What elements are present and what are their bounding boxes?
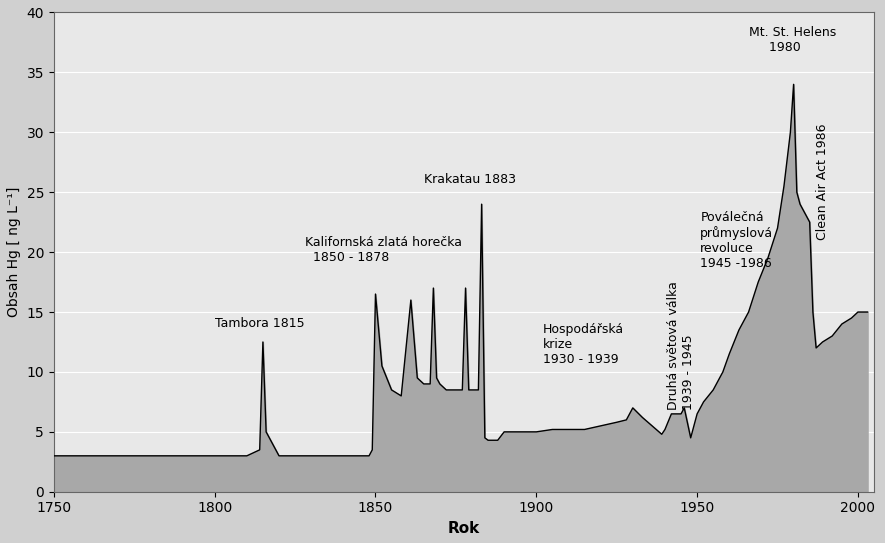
Text: Kalifornská zlatá horečka
  1850 - 1878: Kalifornská zlatá horečka 1850 - 1878 bbox=[304, 236, 462, 264]
Text: Tambora 1815: Tambora 1815 bbox=[215, 317, 304, 330]
Text: Poválečná
průmyslová
revoluce
1945 -1986: Poválečná průmyslová revoluce 1945 -1986 bbox=[700, 211, 773, 270]
Text: Hospodářská
krize
1930 - 1939: Hospodářská krize 1930 - 1939 bbox=[543, 323, 624, 366]
Text: Krakatau 1883: Krakatau 1883 bbox=[424, 173, 516, 186]
Text: Clean Air Act 1986: Clean Air Act 1986 bbox=[816, 124, 829, 240]
Text: Mt. St. Helens
     1980: Mt. St. Helens 1980 bbox=[749, 27, 835, 54]
X-axis label: Rok: Rok bbox=[448, 521, 480, 536]
Y-axis label: Obsah Hg [ ng L⁻¹]: Obsah Hg [ ng L⁻¹] bbox=[7, 187, 21, 317]
Text: Druhá světová válka
1939 - 1945: Druhá světová válka 1939 - 1945 bbox=[666, 281, 695, 411]
